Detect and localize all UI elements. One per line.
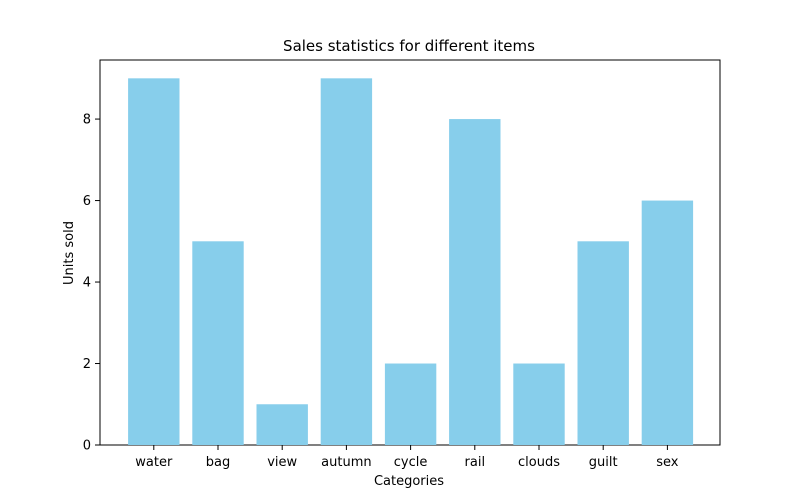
x-tick-label-guilt: guilt — [589, 455, 618, 470]
bar-guilt — [577, 241, 629, 445]
bars-group — [128, 78, 694, 445]
x-axis-label: Categories — [374, 474, 444, 489]
bar-bag — [192, 241, 244, 445]
bar-cycle — [384, 363, 437, 445]
y-axis-ticks: 0 2 4 6 8 — [83, 113, 100, 454]
y-tick-label-4: 4 — [83, 276, 91, 291]
bar-water — [128, 78, 180, 445]
x-tick-label-autumn: autumn — [321, 455, 371, 470]
y-axis-label: Units sold — [62, 221, 77, 285]
x-tick-label-cycle: cycle — [394, 455, 428, 470]
bar-sex — [641, 200, 694, 445]
x-tick-label-sex: sex — [656, 455, 679, 470]
x-tick-label-water: water — [135, 455, 173, 470]
y-tick-label-6: 6 — [83, 194, 91, 209]
bar-rail — [449, 119, 501, 445]
bar-autumn — [320, 78, 373, 445]
x-tick-label-clouds: clouds — [518, 455, 560, 470]
x-tick-label-rail: rail — [465, 455, 486, 470]
bar-view — [256, 404, 308, 445]
bar-clouds — [513, 363, 565, 445]
x-tick-label-view: view — [267, 455, 297, 470]
x-axis-ticks: water bag view autumn cycle rail clouds guilt se… — [135, 445, 679, 470]
y-tick-label-2: 2 — [83, 357, 91, 372]
y-tick-label-0: 0 — [83, 439, 91, 454]
chart-title: Sales statistics for different items — [283, 37, 535, 55]
y-tick-label-8: 8 — [83, 113, 91, 128]
x-tick-label-bag: bag — [206, 455, 230, 470]
